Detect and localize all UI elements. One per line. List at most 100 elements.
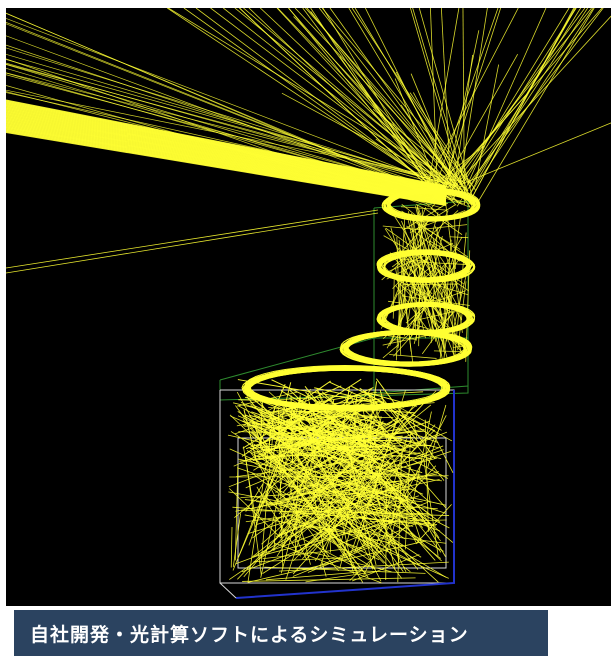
dense-scatter-ray xyxy=(273,438,403,442)
helix-cross-ray xyxy=(382,344,399,359)
scattered-ray xyxy=(339,522,419,557)
helix-loop xyxy=(246,365,448,408)
dense-scatter-ray xyxy=(348,439,369,458)
scattered-ray xyxy=(264,566,426,574)
upward-ray xyxy=(183,8,450,199)
scattered-ray xyxy=(236,452,421,477)
upward-ray xyxy=(354,8,462,184)
upward-ray xyxy=(288,8,444,185)
helix-cross-ray xyxy=(415,275,423,341)
upward-ray xyxy=(260,8,458,194)
dense-scatter-ray xyxy=(278,398,301,443)
helix-cross-ray xyxy=(413,252,470,292)
helix-cross-ray xyxy=(382,225,423,231)
upward-ray xyxy=(412,8,469,197)
dense-scatter-ray xyxy=(278,430,426,445)
scattered-ray xyxy=(280,403,359,523)
upward-ray xyxy=(409,92,477,191)
upward-ray xyxy=(468,8,604,185)
scattered-ray xyxy=(252,522,297,558)
left-ray xyxy=(6,23,450,199)
dense-scatter-ray xyxy=(305,391,378,464)
dense-scatter-ray xyxy=(379,389,387,411)
left-ray xyxy=(6,12,433,196)
upward-ray xyxy=(459,8,570,186)
helix-loop xyxy=(381,302,473,332)
dense-scatter-ray xyxy=(280,390,366,439)
dense-scatter-ray xyxy=(258,383,286,445)
upward-ray xyxy=(443,30,480,197)
scattered-ray xyxy=(236,467,321,497)
dense-scatter-ray xyxy=(353,419,361,446)
helix-cross-ray xyxy=(389,252,462,343)
helix-cross-ray xyxy=(443,239,452,340)
scattered-ray xyxy=(417,475,447,509)
scattered-ray xyxy=(228,431,372,488)
helix-cross-ray xyxy=(400,206,447,211)
scattered-ray xyxy=(247,512,314,535)
upward-ray xyxy=(462,8,547,195)
scattered-ray xyxy=(321,561,327,577)
upward-ray xyxy=(351,8,472,188)
helix-cross-ray xyxy=(402,214,461,250)
helix-cross-ray xyxy=(425,202,437,213)
upward-ray xyxy=(375,138,447,192)
upward-ray xyxy=(293,16,455,189)
upward-ray xyxy=(210,8,458,195)
scattered-ray xyxy=(276,451,406,540)
scattered-ray xyxy=(253,557,348,563)
upward-ray xyxy=(474,8,595,207)
helix-cross-ray xyxy=(423,224,468,230)
scattered-ray xyxy=(356,501,414,553)
dense-scatter-ray xyxy=(239,454,286,462)
dense-scatter-ray xyxy=(269,412,276,435)
helix-cross-ray xyxy=(420,268,435,283)
scattered-ray xyxy=(305,571,376,583)
upward-ray xyxy=(451,8,577,201)
dense-scatter-ray xyxy=(269,382,292,467)
helix-cross-ray xyxy=(382,264,466,356)
dense-scatter-ray xyxy=(244,415,343,427)
scattered-ray xyxy=(229,488,281,538)
scattered-ray xyxy=(232,513,241,568)
scattered-ray xyxy=(343,445,381,528)
helix-loop xyxy=(244,369,446,411)
upward-ray xyxy=(462,8,465,205)
dense-scatter-ray xyxy=(260,435,403,451)
left-ray xyxy=(6,72,468,189)
scattered-ray xyxy=(241,502,428,573)
upward-ray xyxy=(339,56,432,190)
helical-ray-bundle xyxy=(241,188,481,411)
helix-cross-ray xyxy=(443,252,457,362)
scattered-ray xyxy=(260,433,274,565)
scattered-ray xyxy=(244,499,424,521)
stray-ray xyxy=(6,212,379,274)
upward-ray xyxy=(394,78,437,184)
dense-scatter-ray xyxy=(257,407,350,458)
scattered-ray xyxy=(404,431,412,550)
dense-scatter-ray xyxy=(241,395,334,457)
dense-scatter-ray xyxy=(245,401,378,450)
device-edge-corner xyxy=(219,582,237,599)
dense-scatter-ray xyxy=(263,448,376,464)
helix-cross-ray xyxy=(407,211,419,259)
left-ray xyxy=(6,63,439,182)
helix-cross-ray xyxy=(411,273,426,332)
dense-scatter-ray xyxy=(309,426,325,442)
scattered-ray xyxy=(322,399,418,537)
scattered-ray xyxy=(418,510,446,557)
helix-cross-ray xyxy=(431,244,454,277)
scattered-ray xyxy=(256,486,301,557)
scattered-ray xyxy=(358,449,444,479)
left-ray xyxy=(6,53,448,185)
scattered-ray xyxy=(386,466,412,553)
dense-scatter-ray xyxy=(338,417,399,450)
scattered-ray xyxy=(282,498,438,510)
beam-ray xyxy=(6,131,447,206)
scattered-ray xyxy=(269,456,369,578)
scattered-ray xyxy=(301,490,430,524)
stray-ray xyxy=(6,209,379,269)
upward-ray xyxy=(475,64,500,184)
dense-scatter-ray xyxy=(287,423,326,454)
helix-cross-ray xyxy=(388,300,402,304)
